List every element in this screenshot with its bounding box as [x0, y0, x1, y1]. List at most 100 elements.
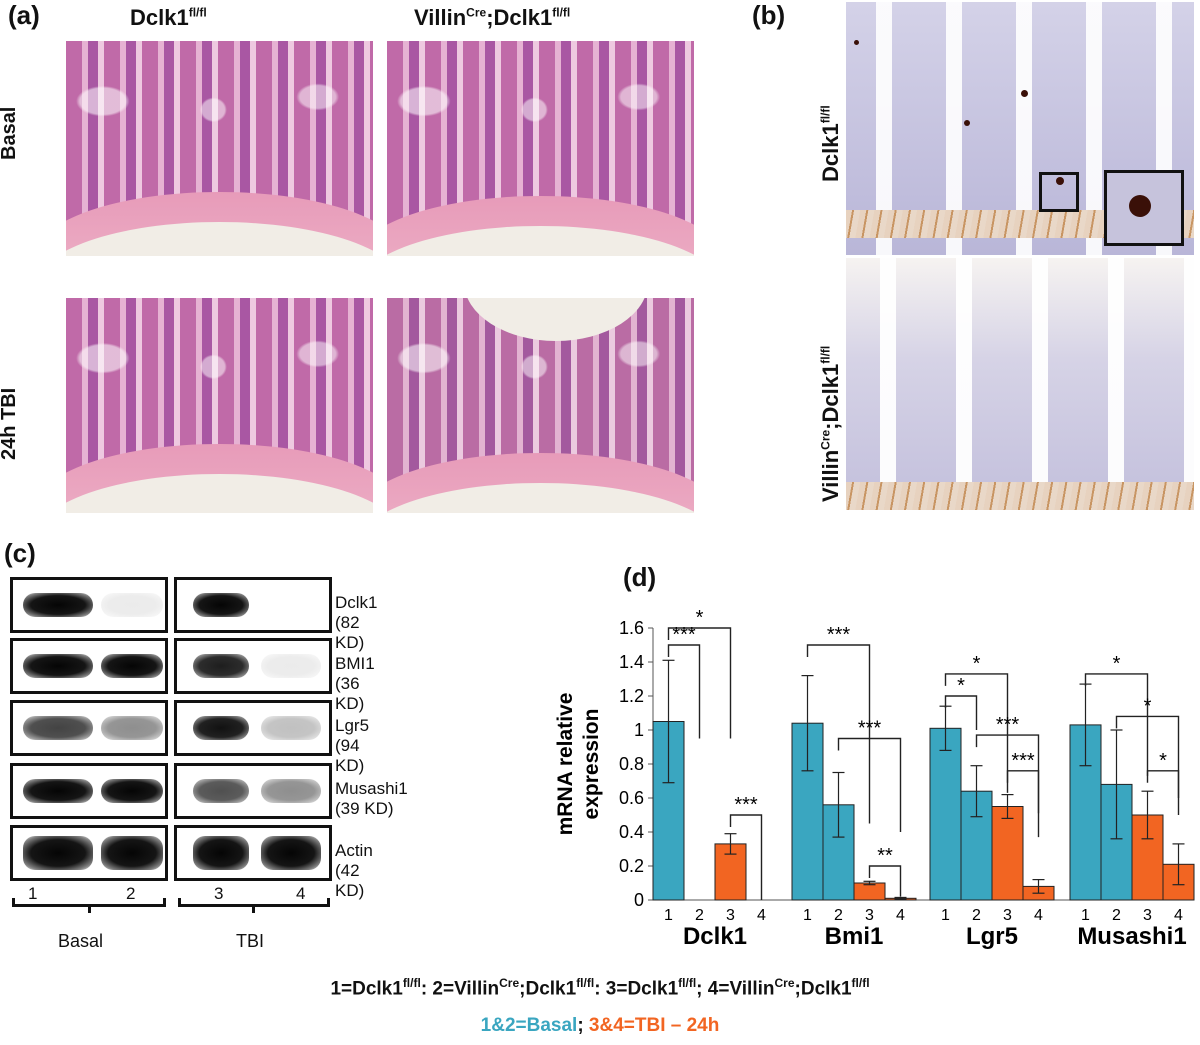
- bar-number-label: 4: [757, 907, 766, 924]
- bar-number-label: 1: [941, 907, 950, 924]
- blot-protein-label: Dclk1 (82 KD): [335, 593, 378, 652]
- inset-box-zoom: [1104, 170, 1184, 246]
- row-title-basal: Basal: [0, 106, 20, 160]
- ihc-image-knockout: [846, 258, 1194, 510]
- significance-label: ***: [1011, 750, 1035, 772]
- y-tick-label: 1.6: [619, 618, 644, 638]
- y-axis-label: mRNA relative expression: [554, 693, 603, 836]
- significance-bracket: [1084, 673, 1149, 776]
- blot-box-tbi: [174, 825, 332, 881]
- lane-label-3: 3: [214, 884, 224, 903]
- significance-bracket: [729, 814, 763, 900]
- blot-band: [261, 836, 321, 870]
- ihc-row-title-control: Dclk1fl/fl: [818, 105, 843, 182]
- panel-label-b: (b): [752, 0, 786, 30]
- blot-box-basal: [10, 763, 168, 819]
- panel-label-a: (a): [8, 0, 40, 30]
- significance-bracket: [667, 644, 701, 739]
- significance-label: *: [957, 675, 965, 697]
- blot-band: [193, 654, 249, 678]
- blot-box-basal: [10, 577, 168, 633]
- lane-label-4: 4: [296, 884, 306, 903]
- blot-band: [101, 779, 163, 803]
- bar: [991, 806, 1024, 901]
- group-label-basal: Basal: [58, 931, 104, 951]
- blot-band: [261, 716, 321, 740]
- y-tick-label: 1: [634, 720, 644, 740]
- blot-band: [193, 593, 249, 617]
- y-tick-label: 0.4: [619, 822, 644, 842]
- blot-box-basal: [10, 825, 168, 881]
- panel-label-c: (c): [4, 538, 36, 568]
- col-title-knockout: VillinCre;Dclk1fl/fl: [414, 5, 571, 30]
- blot-box-basal: [10, 700, 168, 756]
- bar-number-label: 3: [726, 907, 735, 924]
- y-tick-label: 0.8: [619, 754, 644, 774]
- blot-band: [261, 779, 321, 803]
- bar: [822, 804, 855, 901]
- y-tick-label: 0: [634, 890, 644, 910]
- bar-number-label: 3: [1003, 907, 1012, 924]
- blot-box-basal: [10, 638, 168, 694]
- bar-number-label: 3: [865, 907, 874, 924]
- y-tick-label: 0.6: [619, 788, 644, 808]
- significance-label: ***: [996, 714, 1020, 736]
- mrna-bar-chart: 0 0.2 0.4 0.6 0.8 1 1.2 1.4 1.6 mRNA relative expr…: [554, 607, 1195, 950]
- group-label-tbi: TBI: [236, 931, 265, 951]
- legend-basal: 1&2=Basal: [480, 1015, 578, 1036]
- blot-band: [23, 836, 93, 870]
- blot-band: [101, 716, 163, 740]
- significance-bracket: [667, 627, 732, 739]
- bar-number-label: 2: [695, 907, 704, 924]
- blot-box-tbi: [174, 763, 332, 819]
- blot-band: [101, 593, 163, 617]
- blot-protein-label: Lgr5 (94 KD): [335, 716, 370, 775]
- blot-box-tbi: [174, 638, 332, 694]
- blot-band: [23, 716, 93, 740]
- significance-bracket: [868, 865, 902, 897]
- lane-label-1: 1: [28, 884, 38, 903]
- significance-bracket: [1115, 715, 1180, 798]
- blot-band: [193, 836, 249, 870]
- bar-number-label: 4: [896, 907, 905, 924]
- group-label: Bmi1: [825, 923, 884, 950]
- legend-groups: 1&2=Basal; 3&4=TBI – 24h: [480, 1015, 720, 1036]
- he-image-knockout-basal: [387, 41, 694, 256]
- significance-bracket: [806, 644, 871, 824]
- significance-label: ***: [827, 624, 851, 646]
- bar-number-label: 4: [1034, 907, 1043, 924]
- blot-protein-label: Actin (42 KD): [335, 841, 373, 900]
- y-tick-label: 1.2: [619, 686, 644, 706]
- group-label: Lgr5: [966, 923, 1018, 950]
- bar-number-label: 1: [1081, 907, 1090, 924]
- bar-number-label: 1: [803, 907, 812, 924]
- significance-label: ***: [734, 794, 758, 816]
- panel-label-d: (d): [623, 562, 657, 592]
- blot-band: [23, 593, 93, 617]
- blot-protein-label: BMI1 (36 KD): [335, 654, 375, 713]
- bar-number-label: 2: [834, 907, 843, 924]
- he-image-knockout-tbi: [387, 298, 694, 513]
- row-title-tbi: 24h TBI: [0, 387, 20, 460]
- significance-bracket: [944, 695, 978, 730]
- blot-band: [193, 716, 249, 740]
- bar-number-label: 1: [664, 907, 673, 924]
- y-tick-label: 0.2: [619, 856, 644, 876]
- blot-box-tbi: [174, 577, 332, 633]
- legend-tbi: 3&4=TBI – 24h: [588, 1015, 720, 1036]
- bar-number-label: 4: [1174, 907, 1183, 924]
- significance-bracket: [837, 737, 902, 832]
- significance-label: *: [973, 653, 981, 675]
- significance-bracket: [944, 673, 1009, 793]
- blot-band: [23, 654, 93, 678]
- he-image-control-tbi: [66, 298, 373, 513]
- significance-label: *: [696, 607, 704, 629]
- group-label: Dclk1: [683, 923, 747, 950]
- legend-genotypes: 1=Dclk1fl/fl: 2=VillinCre;Dclk1fl/fl: 3=…: [330, 976, 870, 1000]
- significance-label: ***: [858, 718, 882, 740]
- significance-label: *: [1113, 653, 1121, 675]
- inset-box-small: [1039, 172, 1079, 212]
- col-title-control: Dclk1fl/fl: [130, 5, 207, 30]
- significance-bracket: [1146, 770, 1180, 815]
- bar: [929, 727, 962, 901]
